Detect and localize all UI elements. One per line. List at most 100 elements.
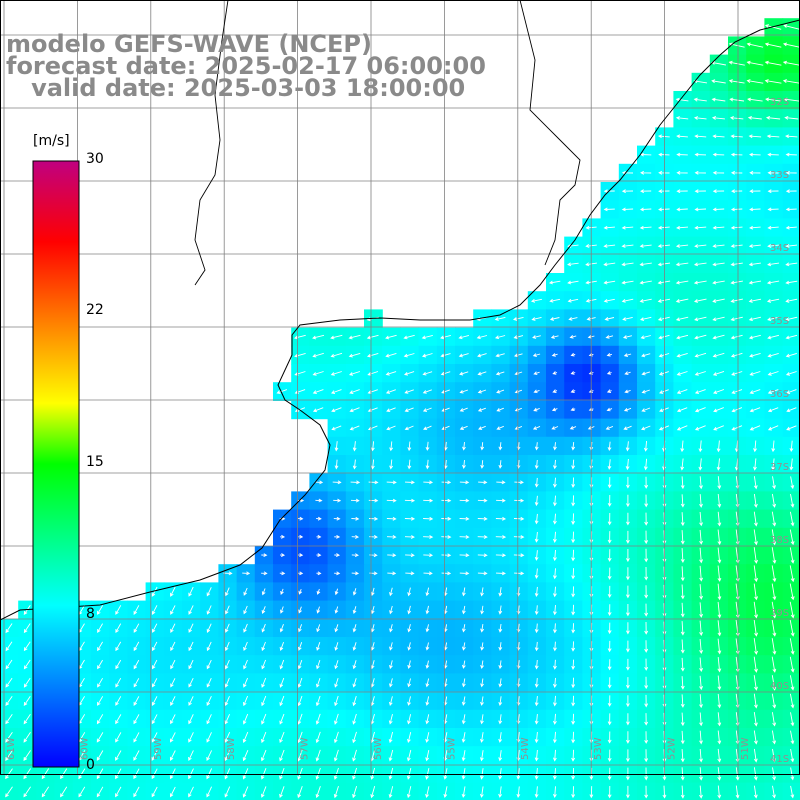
wind-arrow bbox=[477, 516, 488, 521]
wind-arrow bbox=[516, 768, 521, 780]
wind-arrow bbox=[352, 749, 357, 762]
wind-arrow bbox=[513, 535, 525, 539]
wind-arrow bbox=[480, 714, 484, 725]
wind-arrow bbox=[676, 371, 688, 376]
wind-arrow bbox=[771, 511, 777, 527]
wind-arrow bbox=[115, 677, 122, 688]
wind-arrow bbox=[641, 389, 650, 394]
wind-arrow bbox=[717, 620, 722, 637]
wind-arrow bbox=[387, 553, 397, 558]
colorbar-scale bbox=[32, 160, 80, 768]
wind-arrow bbox=[621, 207, 634, 212]
wind-arrow bbox=[348, 334, 361, 340]
wind-arrow bbox=[729, 97, 745, 102]
wind-arrow bbox=[407, 605, 412, 615]
wind-arrow bbox=[785, 298, 798, 303]
wind-arrow bbox=[626, 640, 630, 653]
wind-arrow bbox=[188, 678, 194, 688]
wind-arrow bbox=[425, 696, 430, 706]
wind-arrow bbox=[188, 605, 194, 615]
wind-arrow bbox=[294, 334, 306, 340]
wind-arrow bbox=[348, 352, 361, 358]
wind-arrow bbox=[151, 768, 158, 780]
wind-arrow bbox=[643, 458, 648, 471]
wind-arrow bbox=[425, 605, 430, 615]
wind-arrow bbox=[334, 459, 339, 470]
wind-arrow bbox=[785, 152, 797, 157]
wind-arrow bbox=[607, 677, 612, 689]
wind-arrow bbox=[170, 623, 176, 633]
wind-arrow bbox=[784, 115, 799, 120]
wind-arrow bbox=[607, 459, 612, 470]
wind-arrow bbox=[23, 732, 31, 743]
wind-arrow bbox=[389, 678, 393, 688]
wind-arrow bbox=[498, 732, 503, 743]
wind-arrow bbox=[680, 712, 685, 727]
wind-arrow bbox=[712, 298, 725, 303]
wind-arrow bbox=[767, 207, 779, 212]
wind-arrow bbox=[644, 585, 649, 599]
wind-arrow bbox=[96, 714, 104, 725]
wind-arrow bbox=[626, 677, 630, 689]
wind-arrow bbox=[771, 440, 776, 453]
wind-arrow bbox=[783, 97, 800, 102]
wind-arrow bbox=[370, 678, 375, 688]
wind-arrow bbox=[280, 553, 286, 558]
wind-arrow bbox=[552, 623, 557, 634]
wind-arrow bbox=[315, 731, 321, 744]
wind-arrow bbox=[334, 571, 341, 576]
wind-arrow bbox=[188, 768, 194, 780]
wind-arrow bbox=[712, 316, 725, 322]
wind-arrow bbox=[498, 660, 503, 670]
wind-arrow bbox=[783, 24, 800, 30]
wind-arrow bbox=[603, 207, 615, 212]
wind-arrow bbox=[425, 768, 430, 780]
wind-arrow bbox=[350, 480, 361, 485]
wind-arrow bbox=[312, 352, 324, 358]
wind-arrow bbox=[206, 678, 212, 688]
wind-arrow bbox=[389, 587, 393, 597]
wind-arrow bbox=[115, 641, 122, 652]
wind-arrow bbox=[279, 786, 285, 798]
wind-arrow bbox=[498, 442, 503, 451]
latitude-label: 33S bbox=[770, 170, 789, 181]
wind-arrow bbox=[643, 440, 648, 452]
wind-arrow bbox=[370, 642, 375, 651]
wind-arrow bbox=[459, 425, 468, 430]
wind-arrow bbox=[552, 531, 557, 543]
wind-arrow bbox=[404, 371, 415, 376]
wind-arrow bbox=[753, 730, 758, 745]
wind-arrow bbox=[771, 547, 777, 564]
wind-arrow bbox=[423, 480, 434, 485]
wind-arrow bbox=[567, 298, 579, 303]
wind-arrow bbox=[534, 768, 539, 780]
wind-arrow bbox=[370, 459, 375, 470]
wind-arrow bbox=[224, 623, 230, 633]
wind-arrow bbox=[331, 389, 342, 394]
wind-arrow bbox=[23, 695, 31, 706]
wind-arrow bbox=[242, 713, 249, 725]
wind-arrow bbox=[23, 768, 31, 780]
wind-arrow bbox=[498, 605, 503, 615]
wind-arrow bbox=[767, 225, 779, 230]
wind-arrow bbox=[626, 585, 630, 599]
wind-arrow bbox=[498, 768, 503, 780]
wind-arrow bbox=[407, 696, 411, 706]
wind-arrow bbox=[315, 749, 321, 762]
wind-arrow bbox=[717, 529, 722, 546]
wind-arrow bbox=[407, 587, 412, 597]
longitude-label: 61W bbox=[6, 737, 17, 760]
wind-arrow bbox=[680, 767, 685, 781]
wind-arrow bbox=[675, 262, 689, 267]
wind-arrow bbox=[767, 352, 779, 358]
wind-arrow bbox=[570, 389, 576, 393]
wind-arrow bbox=[607, 767, 612, 781]
wind-arrow bbox=[514, 480, 524, 485]
wind-arrow bbox=[786, 389, 797, 394]
wind-arrow bbox=[785, 225, 797, 230]
wind-arrow bbox=[498, 678, 503, 688]
wind-arrow bbox=[5, 714, 13, 725]
wind-arrow bbox=[5, 623, 13, 634]
wind-arrow bbox=[764, 24, 782, 30]
wind-arrow bbox=[459, 571, 470, 576]
